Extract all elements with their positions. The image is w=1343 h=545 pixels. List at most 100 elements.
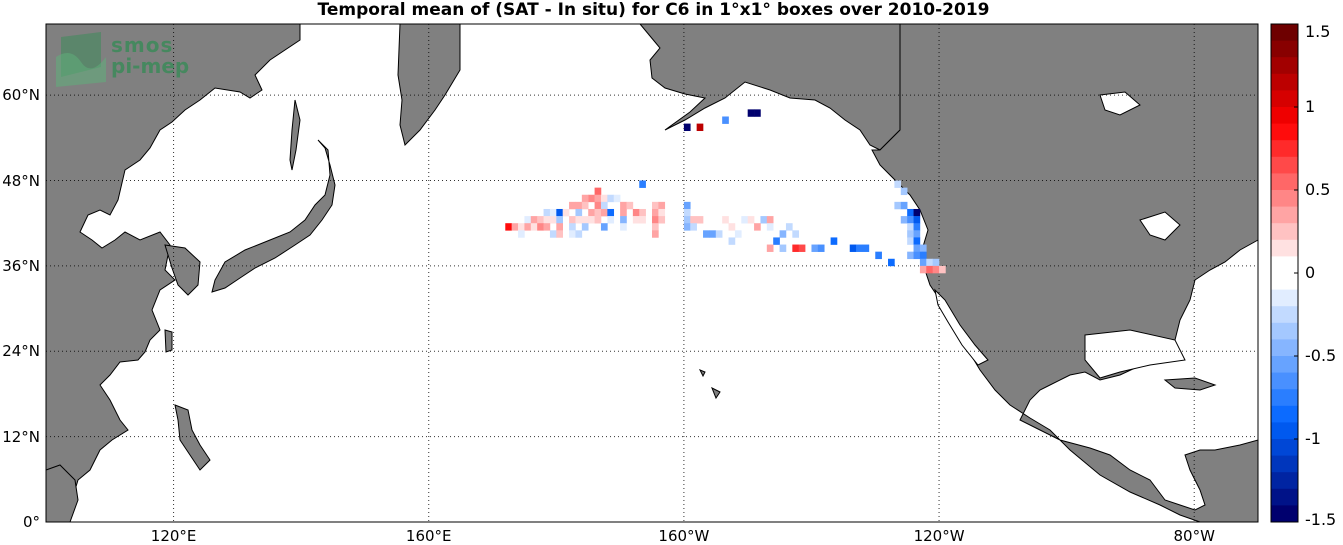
data-cell — [792, 244, 800, 252]
lat-tick-label: 12°N — [2, 427, 40, 446]
lon-tick-label: 120°W — [913, 527, 965, 545]
data-cell — [607, 208, 615, 217]
colorbar-segment — [1271, 472, 1298, 490]
data-cell — [703, 230, 710, 238]
data-cell — [766, 223, 774, 231]
data-cell — [537, 216, 544, 224]
colorbar-tick-label: 1 — [1305, 97, 1316, 116]
data-cell — [569, 223, 576, 231]
data-cell — [856, 244, 863, 252]
colorbar-segment — [1271, 505, 1298, 523]
data-cell — [581, 223, 589, 231]
data-cell — [581, 216, 589, 224]
data-cell — [766, 244, 774, 252]
data-cell — [900, 216, 908, 224]
colorbar-segment — [1271, 57, 1298, 75]
data-cell — [792, 230, 800, 238]
data-cell — [537, 223, 544, 231]
data-cell — [588, 216, 595, 224]
data-cell — [575, 201, 583, 210]
data-cell — [683, 123, 691, 132]
colorbar-segment — [1271, 73, 1298, 91]
data-cell — [722, 116, 729, 124]
data-cell — [734, 230, 742, 238]
smos-pi-mep-logo: smos pi-mep — [56, 30, 206, 90]
lat-tick-label: 24°N — [2, 342, 40, 361]
colorbar-segment — [1271, 405, 1298, 423]
data-cell — [709, 230, 717, 238]
chart-title: Temporal mean of (SAT - In situ) for C6 … — [317, 0, 990, 20]
land-sakhalin — [289, 99, 301, 171]
colorbar-segment — [1271, 306, 1298, 324]
water-great-lakes — [1139, 211, 1181, 241]
data-cell — [747, 109, 755, 117]
data-cell — [600, 194, 608, 203]
data-cell — [907, 216, 914, 224]
data-cell — [556, 208, 563, 217]
data-cell — [639, 208, 646, 217]
data-cell — [900, 187, 908, 196]
data-cell — [632, 208, 640, 217]
lon-tick-label: 160°E — [405, 527, 452, 545]
colorbar-segment — [1271, 206, 1298, 224]
data-cell — [588, 208, 595, 217]
data-cell — [575, 230, 583, 238]
data-cells — [505, 109, 946, 274]
data-cell — [594, 208, 602, 217]
colorbar-segment — [1271, 90, 1298, 108]
colorbar-tick-label: -0.5 — [1305, 346, 1337, 365]
data-cell — [754, 109, 761, 117]
colorbar-segment — [1271, 289, 1298, 307]
data-cell — [683, 208, 691, 217]
data-cell — [511, 223, 519, 231]
data-cell — [600, 208, 608, 217]
colorbar-segment — [1271, 339, 1298, 357]
colorbar-segment — [1271, 123, 1298, 141]
data-cell — [600, 223, 608, 231]
logo-wave-icon — [56, 32, 106, 87]
data-cell — [817, 244, 825, 252]
data-cell — [741, 216, 748, 224]
data-cell — [907, 223, 914, 231]
land-japan — [211, 139, 336, 293]
data-cell — [773, 237, 780, 245]
data-cell — [530, 216, 538, 224]
data-cell — [913, 230, 921, 238]
land-korea — [164, 244, 201, 296]
data-cell — [913, 216, 921, 224]
data-cell — [620, 208, 627, 217]
data-cell — [543, 208, 551, 217]
data-cell — [543, 223, 551, 231]
data-cell — [754, 223, 761, 231]
data-cell — [907, 230, 914, 238]
data-cell — [932, 265, 940, 274]
data-cell — [913, 237, 921, 245]
data-cell — [919, 251, 927, 260]
data-cell — [785, 223, 793, 231]
data-cell — [683, 216, 691, 224]
data-cell — [658, 201, 666, 210]
data-cell — [569, 216, 576, 224]
data-cell — [894, 180, 902, 188]
data-cell — [652, 201, 659, 210]
data-cell — [722, 216, 729, 224]
data-cell — [926, 265, 933, 274]
data-cell — [505, 223, 512, 231]
data-cell — [652, 230, 659, 238]
colorbar-tick-label: 0 — [1305, 263, 1316, 282]
data-cell — [760, 216, 768, 224]
data-cell — [581, 194, 589, 203]
data-cell — [518, 230, 525, 238]
data-cell — [907, 208, 914, 217]
data-cell — [728, 237, 736, 245]
data-cell — [939, 265, 946, 274]
data-cell — [728, 223, 736, 231]
data-cell — [919, 258, 927, 267]
data-cell — [613, 194, 621, 203]
data-cell — [919, 265, 927, 274]
colorbar-segment — [1271, 439, 1298, 457]
lat-tick-label: 60°N — [2, 86, 40, 105]
data-cell — [556, 230, 563, 238]
logo-text-pi-mep: pi-mep — [111, 54, 190, 78]
